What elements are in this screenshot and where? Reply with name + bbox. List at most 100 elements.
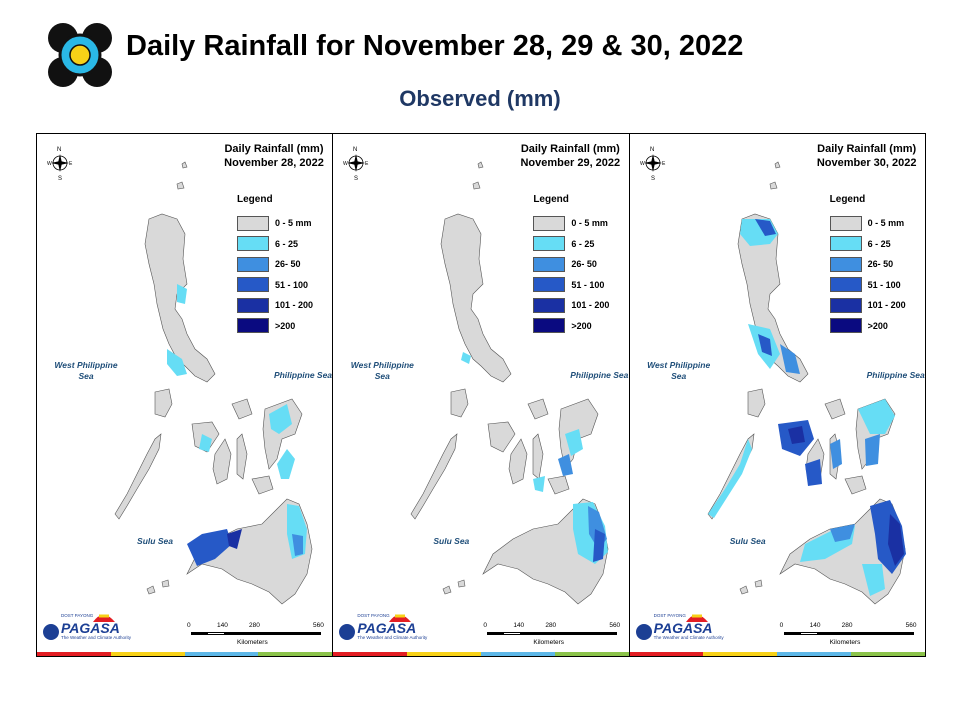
legend: Legend 0 - 5 mm 6 - 25 26- 50 51 - 100 1… [237, 194, 332, 337]
legend-label: 0 - 5 mm [867, 218, 905, 229]
legend-item: 51 - 100 [237, 275, 332, 296]
legend-label: 101 - 200 [275, 300, 314, 311]
scale-tick: 140 [809, 622, 821, 629]
pagasa-logo: DOST PAYONG PAGASA The Weather and Clima… [41, 604, 131, 652]
svg-text:N: N [57, 147, 61, 153]
sulu-sea-label: Sulu Sea [433, 536, 470, 546]
page-subtitle: Observed (mm) [399, 86, 561, 111]
map-title-line2: November 28, 2022 [224, 157, 324, 169]
svg-text:E: E [662, 161, 666, 167]
legend-label: >200 [867, 320, 888, 331]
scale-bar: 0 140 280 560 Kilometers [780, 622, 920, 650]
philippine-sea-label: Philippine Sea [570, 370, 629, 380]
north-arrow-icon: N W E S [47, 144, 73, 182]
legend-swatch [533, 256, 566, 272]
page-title: Daily Rainfall for November 28, 29 & 30,… [126, 30, 744, 62]
scale-unit: Kilometers [829, 639, 861, 646]
legend-swatch [533, 297, 566, 313]
legend-label: 0 - 5 mm [275, 218, 312, 229]
legend-swatch [829, 256, 862, 272]
scale-bar: 0 140 280 560 Kilometers [187, 622, 327, 650]
pagasa-wordmark: PAGASA [357, 620, 417, 636]
svg-text:W: W [640, 161, 645, 167]
scale-bar-graphic [191, 632, 321, 635]
legend-item: 51 - 100 [829, 275, 925, 296]
color-stripe [37, 652, 333, 656]
legend-swatch [237, 277, 269, 293]
legend-label: 51 - 100 [275, 279, 309, 290]
legend-title: Legend [237, 194, 273, 205]
map-panel-nov-28: N W E S Daily Rainfall (mm) November 28,… [37, 134, 334, 656]
svg-text:E: E [69, 161, 73, 167]
pagasa-logo: DOST PAYONG PAGASA The Weather and Clima… [337, 604, 427, 652]
dost-logo [47, 22, 113, 88]
scale-tick: 0 [483, 622, 487, 629]
legend-title: Legend [829, 194, 866, 205]
legend-label: 6 - 25 [571, 238, 595, 249]
scale-unit: Kilometers [533, 639, 565, 646]
legend-label: 6 - 25 [275, 238, 299, 249]
scale-bar-graphic [487, 632, 618, 635]
west-philippine-sea-label: West Philippine Sea [54, 360, 118, 381]
legend-item: 101 - 200 [829, 295, 925, 316]
legend-swatch [237, 318, 269, 334]
pagasa-tagline: The Weather and Climate Authority [61, 635, 131, 640]
legend-item: 26- 50 [533, 254, 628, 275]
legend-label: 6 - 25 [867, 238, 891, 249]
legend-label: >200 [571, 320, 592, 331]
pagasa-small-text: DOST PAYONG [61, 613, 94, 618]
philippines-rainfall-map-nov-30 [707, 161, 906, 605]
legend-swatch [829, 236, 862, 252]
legend-item: 101 - 200 [533, 295, 628, 316]
legend-label: 51 - 100 [571, 279, 605, 290]
legend-item: 6 - 25 [237, 234, 332, 255]
map-panel-nov-30: N W E S Daily Rainfall (mm) November 30,… [629, 134, 925, 656]
legend-item: 26- 50 [237, 254, 332, 275]
legend-item: 0 - 5 mm [829, 213, 925, 234]
svg-text:N: N [650, 147, 654, 153]
legend-swatch [829, 215, 862, 231]
color-stripe [629, 652, 925, 656]
legend-swatch [533, 318, 566, 334]
legend-item: >200 [533, 316, 628, 337]
svg-text:W: W [47, 161, 52, 167]
legend-swatch [533, 277, 566, 293]
pagasa-small-text: DOST PAYONG [357, 613, 390, 618]
scale-bar: 0 140 280 560 Kilometers [483, 622, 623, 650]
sulu-sea-label: Sulu Sea [137, 536, 173, 546]
scale-tick: 280 [841, 622, 853, 629]
legend-title: Legend [533, 194, 569, 205]
legend-label: 26- 50 [867, 259, 894, 270]
scale-tick: 280 [249, 622, 260, 629]
west-philippine-sea-label: West Philippine Sea [350, 360, 414, 381]
legend-swatch [829, 318, 862, 334]
pagasa-tagline: The Weather and Climate Authority [653, 635, 724, 640]
legend-item: >200 [237, 316, 332, 337]
legend-item: 101 - 200 [237, 295, 332, 316]
legend-swatch [237, 256, 269, 272]
map-title-line1: Daily Rainfall (mm) [520, 143, 620, 155]
map-title: Daily Rainfall (mm) November 29, 2022 [515, 142, 625, 170]
svg-text:W: W [343, 161, 348, 167]
legend-label: >200 [275, 320, 296, 331]
sulu-sea-label: Sulu Sea [729, 536, 766, 546]
map-title-line1: Daily Rainfall (mm) [817, 143, 917, 155]
legend-swatch [533, 236, 566, 252]
map-title: Daily Rainfall (mm) November 30, 2022 [812, 142, 922, 170]
legend-item: 6 - 25 [533, 234, 628, 255]
legend-item: 51 - 100 [533, 275, 628, 296]
color-stripe [333, 652, 629, 656]
legend: Legend 0 - 5 mm 6 - 25 26- 50 51 - 100 1… [829, 194, 925, 336]
scale-tick: 280 [545, 622, 557, 629]
legend-label: 101 - 200 [571, 300, 610, 311]
philippine-sea-label: Philippine Sea [273, 370, 333, 380]
philippine-sea-label: Philippine Sea [866, 370, 925, 380]
legend: Legend 0 - 5 mm 6 - 25 26- 50 51 - 100 1… [533, 194, 628, 337]
legend-item: 26- 50 [829, 254, 925, 275]
scale-tick: 560 [609, 622, 621, 629]
legend-swatch [237, 236, 269, 252]
svg-text:E: E [365, 161, 369, 167]
scale-tick: 0 [779, 622, 784, 629]
svg-text:N: N [353, 147, 357, 153]
legend-item: 6 - 25 [829, 234, 925, 255]
